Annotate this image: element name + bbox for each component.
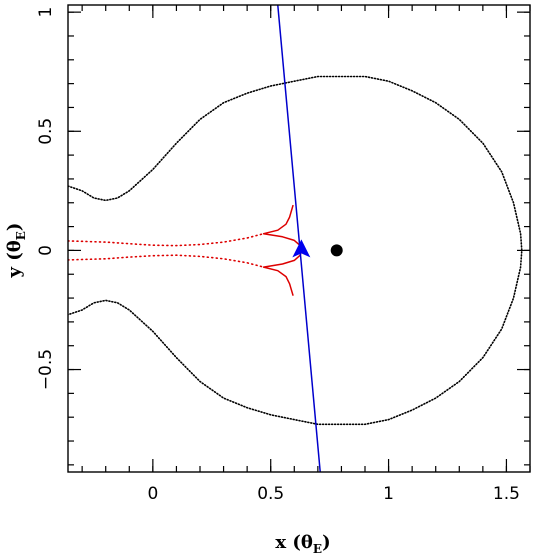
critical-curve — [68, 75, 523, 426]
plot-frame — [67, 4, 531, 473]
y-tick-label: 1 — [36, 7, 56, 18]
source-trajectory — [277, 5, 321, 472]
source-direction-arrow — [292, 239, 311, 258]
x-axis-label: x (θE) — [275, 532, 330, 555]
y-tick-label: −0.5 — [36, 349, 56, 390]
plot-area — [68, 5, 523, 472]
axis-ticks: 0 0.5 1 1.5 −0.5 0 0.5 1 — [36, 5, 531, 504]
x-tick-label: 1.5 — [493, 484, 520, 504]
caustic-dotted-upper — [68, 232, 265, 247]
x-tick-label: 0.5 — [257, 484, 284, 504]
y-axis-label: y (θE) — [4, 223, 28, 279]
y-tick-label: 0.5 — [36, 118, 56, 145]
x-tick-label: 0 — [147, 484, 158, 504]
y-tick-label: 0 — [36, 245, 56, 256]
lens-position-marker — [330, 244, 343, 257]
caustic-curve — [262, 204, 303, 296]
x-tick-label: 1 — [383, 484, 394, 504]
caustic-dotted-lower — [68, 254, 265, 268]
